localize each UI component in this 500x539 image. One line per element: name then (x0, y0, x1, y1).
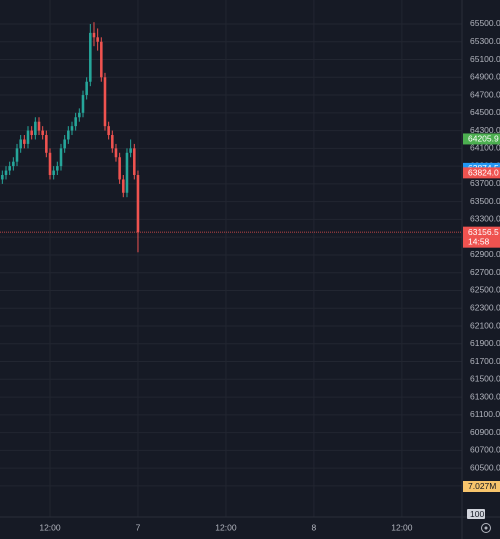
price-badge (463, 226, 500, 248)
candle-body (48, 152, 52, 175)
candle-body (133, 148, 136, 175)
y-tick-label: 60700.0 (470, 445, 500, 455)
candle-body (92, 32, 96, 38)
grid (0, 0, 462, 517)
y-tick-label: 65100.0 (470, 54, 500, 64)
y-tick-label: 60500.0 (470, 462, 500, 472)
candle-body (85, 81, 88, 96)
y-tick-label: 64900.0 (470, 72, 500, 82)
candle-body (59, 148, 63, 167)
price-badge (463, 167, 500, 179)
x-tick-label: 8 (312, 522, 317, 532)
candle-body (118, 157, 121, 180)
scale-label: 100 (470, 509, 484, 519)
price-badge-label: 63156.5 (468, 227, 499, 237)
settings-icon[interactable] (481, 523, 491, 533)
y-tick-label: 62700.0 (470, 267, 500, 277)
y-tick-label: 61300.0 (470, 391, 500, 401)
y-tick-label: 62300.0 (470, 302, 500, 312)
candle-body (19, 139, 22, 149)
price-badge-label: 64205.9 (468, 134, 499, 144)
candle-body (4, 170, 8, 175)
candle-body (67, 130, 70, 140)
candle-body (111, 135, 114, 149)
candle-body (12, 161, 15, 167)
countdown: 14:58 (468, 236, 490, 246)
candle-body (103, 77, 107, 127)
x-tick-label: 12:00 (39, 522, 61, 532)
candle-body (129, 148, 132, 153)
y-tick-label: 62900.0 (470, 249, 500, 259)
y-tick-label: 61100.0 (470, 409, 500, 419)
candle-body (78, 112, 81, 118)
candle-body (70, 126, 74, 131)
y-tick-label: 62500.0 (470, 285, 500, 295)
candle-body (89, 32, 92, 82)
y-tick-label: 65500.0 (470, 18, 500, 28)
candle-body (30, 130, 33, 136)
settings-icon-dot (484, 526, 488, 530)
y-tick-label: 61500.0 (470, 374, 500, 384)
candle-body (8, 166, 11, 171)
candle-body (136, 174, 140, 233)
candle-body (45, 135, 48, 153)
candle-body (37, 121, 41, 131)
candle-body (74, 117, 77, 127)
y-tick-label: 64500.0 (470, 107, 500, 117)
candle-body (52, 170, 55, 175)
candle-body (34, 121, 37, 136)
candle-body (26, 130, 30, 144)
x-tick-label: 12:00 (215, 522, 237, 532)
candle-body (114, 148, 118, 158)
candle-body (15, 148, 19, 162)
y-tick-label: 60900.0 (470, 427, 500, 437)
candle-body (107, 126, 110, 136)
volume-label: 7.027M (468, 481, 496, 491)
candle-body (23, 139, 26, 144)
y-tick-label: 65300.0 (470, 36, 500, 46)
y-tick-label: 64300.0 (470, 125, 500, 135)
x-tick-label: 12:00 (391, 522, 413, 532)
candle-body (81, 95, 85, 113)
candle-body (56, 166, 59, 171)
y-tick-label: 61700.0 (470, 356, 500, 366)
candle-body (96, 37, 99, 42)
y-tick-label: 62100.0 (470, 320, 500, 330)
candle-body (122, 179, 125, 193)
y-tick-label: 64700.0 (470, 89, 500, 99)
candle-body (100, 41, 103, 78)
candle-body (41, 130, 44, 136)
y-tick-label: 63300.0 (470, 214, 500, 224)
volume-badge (463, 481, 500, 492)
y-tick-label: 63500.0 (470, 196, 500, 206)
price-badge-label: 63824.0 (468, 168, 499, 178)
y-tick-label: 61900.0 (470, 338, 500, 348)
candle-body (1, 174, 4, 180)
x-tick-label: 7 (136, 522, 141, 532)
candle-body (63, 139, 66, 149)
y-tick-label: 64100.0 (470, 143, 500, 153)
y-tick-label: 63700.0 (470, 178, 500, 188)
scale-badge (467, 509, 485, 519)
price-badge (463, 133, 500, 145)
candle-body (125, 152, 129, 193)
